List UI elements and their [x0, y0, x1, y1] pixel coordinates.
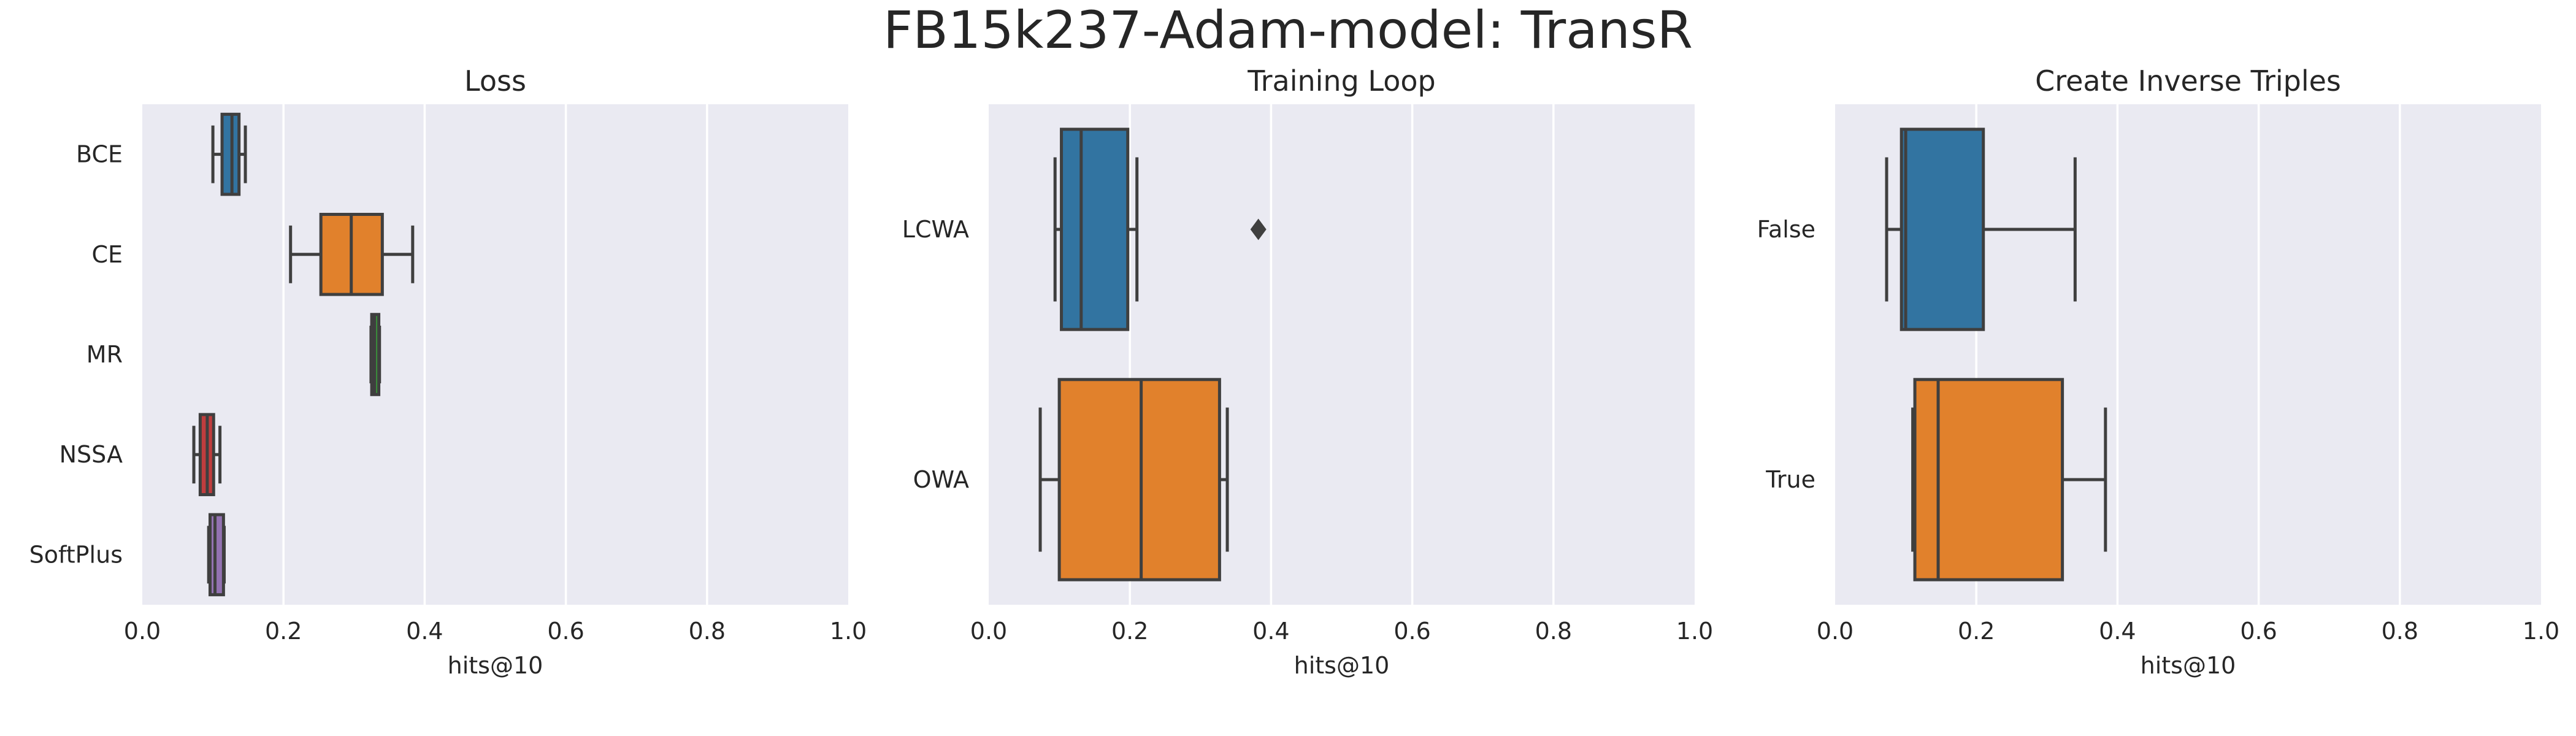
- x-axis-label: hits@10: [448, 652, 543, 679]
- x-tick-label: 0.6: [2240, 618, 2277, 645]
- x-tick-label: 1.0: [830, 618, 867, 645]
- x-tick-label: 0.0: [970, 618, 1007, 645]
- x-tick-label: 0.0: [1817, 618, 1853, 645]
- box-iqr: [1057, 378, 1221, 581]
- chart-panel-3: 0.0 0.2 0.4 0.6 0.8 1.0 Create Inverse Triples…: [1757, 64, 2560, 679]
- x-tick-label: 0.2: [1111, 618, 1148, 645]
- box-ce: [289, 213, 415, 296]
- box-bce: [211, 112, 247, 196]
- x-tick-label: 1.0: [1676, 618, 1713, 645]
- x-tick-label: 0.4: [406, 618, 443, 645]
- box-mr: [369, 313, 381, 396]
- y-tick-label: CE: [91, 241, 123, 268]
- box-iqr: [1060, 128, 1130, 331]
- x-tick-label: 0.0: [124, 618, 161, 645]
- y-tick-label: False: [1757, 216, 1815, 243]
- x-tick-label: 0.4: [2099, 618, 2136, 645]
- y-tick-label: BCE: [76, 141, 123, 168]
- box-iqr: [1899, 128, 1985, 331]
- x-tick-label: 0.6: [1393, 618, 1430, 645]
- chart-title: Create Inverse Triples: [2035, 64, 2341, 98]
- x-tick-label: 0.4: [1252, 618, 1289, 645]
- y-tick-label: True: [1765, 466, 1815, 493]
- y-tick-label: LCWA: [902, 216, 969, 243]
- box-lcwa: [1053, 128, 1267, 331]
- x-tick-label: 0.8: [2382, 618, 2418, 645]
- x-tick-label: 1.0: [2523, 618, 2559, 645]
- box-nssa: [192, 413, 222, 496]
- y-tick-label: NSSA: [59, 441, 123, 468]
- chart-panel-2: 0.0 0.2 0.4 0.6 0.8 1.0 Training Loop hits@10 LC…: [902, 64, 1713, 679]
- y-tick-label: MR: [86, 341, 123, 368]
- box-true: [1911, 378, 2107, 581]
- figure-suptitle: FB15k237-Adam-model: TransR: [883, 0, 1693, 60]
- plot-background: [142, 104, 848, 605]
- box-iqr: [208, 513, 225, 597]
- x-tick-label: 0.2: [1958, 618, 1995, 645]
- box-false: [1885, 128, 2077, 331]
- chart-panels: 0.0 0.2 0.4 0.6 0.8 1.0 Loss hits@10 BCE CE MR NSSA…: [29, 64, 2560, 679]
- y-tick-label: SoftPlus: [29, 541, 123, 568]
- y-tick-label: OWA: [913, 466, 969, 493]
- chart-title: Loss: [464, 64, 526, 98]
- x-axis-label: hits@10: [1294, 652, 1390, 679]
- x-axis-label: hits@10: [2141, 652, 2236, 679]
- box-softplus: [207, 513, 226, 597]
- box-owa: [1038, 378, 1229, 581]
- chart-title: Training Loop: [1247, 64, 1435, 98]
- x-tick-label: 0.8: [689, 618, 726, 645]
- chart-panel-1: 0.0 0.2 0.4 0.6 0.8 1.0 Loss hits@10 BCE CE MR NSSA…: [29, 64, 867, 679]
- x-tick-label: 0.6: [547, 618, 584, 645]
- outlier-point: [1250, 218, 1267, 240]
- x-tick-label: 0.8: [1535, 618, 1572, 645]
- x-tick-label: 0.2: [265, 618, 302, 645]
